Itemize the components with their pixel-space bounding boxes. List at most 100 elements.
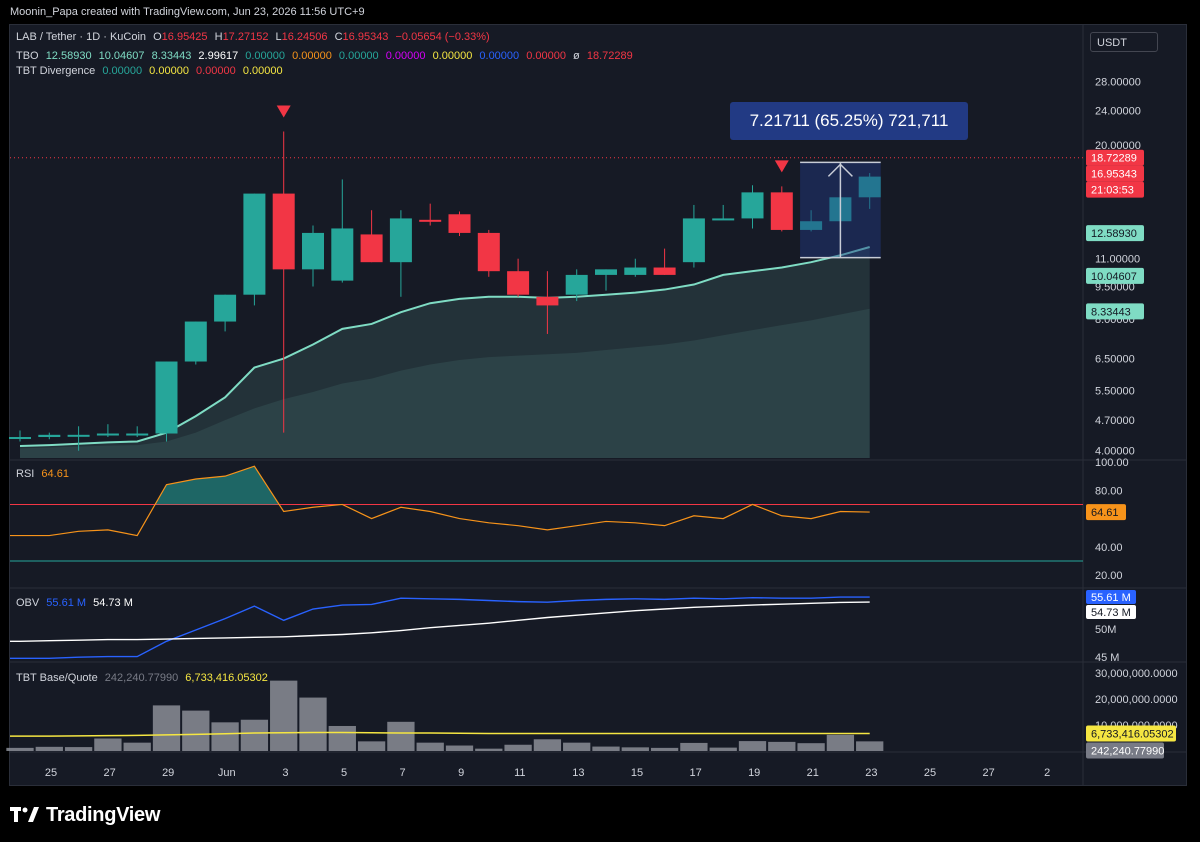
candle-body xyxy=(712,218,735,221)
candle-body xyxy=(448,214,471,233)
candle xyxy=(448,211,471,236)
price-label-bg xyxy=(1086,149,1144,166)
time-tick-label: 25 xyxy=(924,767,936,779)
rsi-tick-label: 80.00 xyxy=(1095,485,1123,497)
tbt-bq-legend[interactable]: TBT Base/Quote 242,240.77990 6,733,416.0… xyxy=(16,672,268,684)
volume-bar xyxy=(123,742,151,751)
volume-bar xyxy=(211,722,239,751)
price-tick-label: 4.00000 xyxy=(1095,446,1135,458)
tbo-value-10: 0.00000 xyxy=(479,50,520,62)
tbo-line-path xyxy=(19,246,870,448)
measure-tool xyxy=(800,161,881,259)
tbo-fill-upper xyxy=(20,246,870,458)
symbol-legend[interactable]: LAB / Tether · 1D · KuCoin O16.95425 H17… xyxy=(16,31,494,43)
rsi-label-text: 64.61 xyxy=(1091,507,1119,519)
price-label-bg xyxy=(1086,303,1144,320)
volume-bar xyxy=(328,725,356,751)
time-tick-label: 25 xyxy=(45,767,57,779)
ohlc-change: −0.05654 (−0.33%) xyxy=(395,31,490,43)
obv-label-text: 55.61 M xyxy=(1091,592,1131,604)
measure-label[interactable]: 7.21711 (65.25%) 721,711 xyxy=(730,102,968,140)
price-label-text: 21:03:53 xyxy=(1091,185,1134,197)
rsi-overbought-fill xyxy=(155,466,280,505)
ohlc-high: 17.27152 xyxy=(222,31,269,43)
tbo-last: 18.72289 xyxy=(586,50,633,62)
tbt-bq-value-2: 6,733,416.05302 xyxy=(185,672,268,684)
candle xyxy=(712,204,735,221)
tbt-div-value-1: 0.00000 xyxy=(102,65,143,77)
tradingview-wordmark: TradingView xyxy=(46,803,161,826)
candle xyxy=(653,248,676,275)
tbo-value-1: 12.58930 xyxy=(45,50,92,62)
volume-bar xyxy=(709,747,737,751)
price-tick-label: 9.50000 xyxy=(1095,282,1135,294)
price-label-text: 16.95343 xyxy=(1091,169,1137,181)
divergence-marker xyxy=(774,160,789,173)
candle-body xyxy=(653,267,676,275)
obv-tick-label: 45 M xyxy=(1095,652,1119,664)
obv-label-bg xyxy=(1086,590,1136,605)
volume-label-text: 242,240.77990 xyxy=(1091,745,1164,757)
candle-body xyxy=(389,218,412,263)
rsi-title: RSI xyxy=(16,468,35,480)
price-tick-label: 5.50000 xyxy=(1095,385,1135,397)
candle xyxy=(682,204,705,268)
candle xyxy=(389,210,412,297)
tbo-value-7: 0.00000 xyxy=(338,50,379,62)
candle xyxy=(302,225,324,287)
candle-body xyxy=(96,433,119,436)
ohlc-close-label: C xyxy=(334,31,343,43)
obv-legend[interactable]: OBV 55.61 M 54.73 M xyxy=(16,597,133,609)
candle xyxy=(184,321,207,365)
chart-frame[interactable] xyxy=(9,24,1187,786)
candle-body xyxy=(800,221,823,230)
price-axis: 28.00000 24.00000 20.00000 11.00000 9.50000 8… xyxy=(1086,76,1178,759)
candle-body xyxy=(624,267,647,275)
volume-bar xyxy=(357,741,386,751)
tbo-value-8: 0.00000 xyxy=(385,50,426,62)
candle-body xyxy=(565,274,588,295)
price-label-bg xyxy=(1086,181,1144,198)
candle xyxy=(507,258,530,297)
volume-bar xyxy=(387,721,415,751)
time-tick-label: 3 xyxy=(282,767,288,779)
time-axis: 25 27 29 Jun 3 5 7 9 11 13 15 17 19 21 23 25 27 2 xyxy=(45,767,1050,779)
candle-body xyxy=(477,232,500,272)
obv-ma-label-bg xyxy=(1086,605,1136,620)
candle-body xyxy=(331,228,354,281)
candle xyxy=(624,258,647,277)
candle-body xyxy=(507,271,530,295)
measure-arrow-head xyxy=(827,163,853,177)
volume-bar xyxy=(6,747,34,751)
volume-ma-label-text: 6,733,416.05302 xyxy=(1091,728,1174,740)
currency-button[interactable]: USDT xyxy=(1090,32,1158,52)
price-label-text: 8.33443 xyxy=(1091,306,1131,318)
candle-body xyxy=(9,437,31,440)
price-tick-label: 24.00000 xyxy=(1095,106,1141,118)
tbo-value-5: 0.00000 xyxy=(245,50,286,62)
tbo-legend[interactable]: TBO 12.58930 10.04607 8.33443 2.99617 0.… xyxy=(16,50,637,62)
rsi-pane xyxy=(10,465,1083,562)
time-tick-label: 11 xyxy=(514,767,525,779)
ohlc-high-label: H xyxy=(214,31,223,43)
candle-body xyxy=(214,294,237,322)
candle xyxy=(126,426,149,438)
price-label-bg xyxy=(1086,165,1144,182)
rsi-tick-label: 40.00 xyxy=(1095,542,1123,554)
volume-bar xyxy=(182,710,210,751)
price-tick-label: 4.70000 xyxy=(1095,415,1135,427)
time-tick-label: 5 xyxy=(341,767,347,779)
candle-body xyxy=(302,232,324,270)
price-label-text: 18.72289 xyxy=(1091,153,1137,165)
ohlc-open: 16.95425 xyxy=(161,31,208,43)
candle xyxy=(595,269,617,291)
tbo-value-4: 2.99617 xyxy=(198,50,239,62)
candle-body xyxy=(858,176,881,198)
price-label-bg xyxy=(1086,225,1144,242)
tbt-div-value-2: 0.00000 xyxy=(149,65,189,77)
tbt-divergence-legend[interactable]: TBT Divergence 0.00000 0.00000 0.00000 0… xyxy=(16,65,287,77)
rsi-legend[interactable]: RSI 64.61 xyxy=(16,468,69,480)
time-tick-label: 21 xyxy=(807,767,819,779)
rsi-line xyxy=(10,465,870,537)
